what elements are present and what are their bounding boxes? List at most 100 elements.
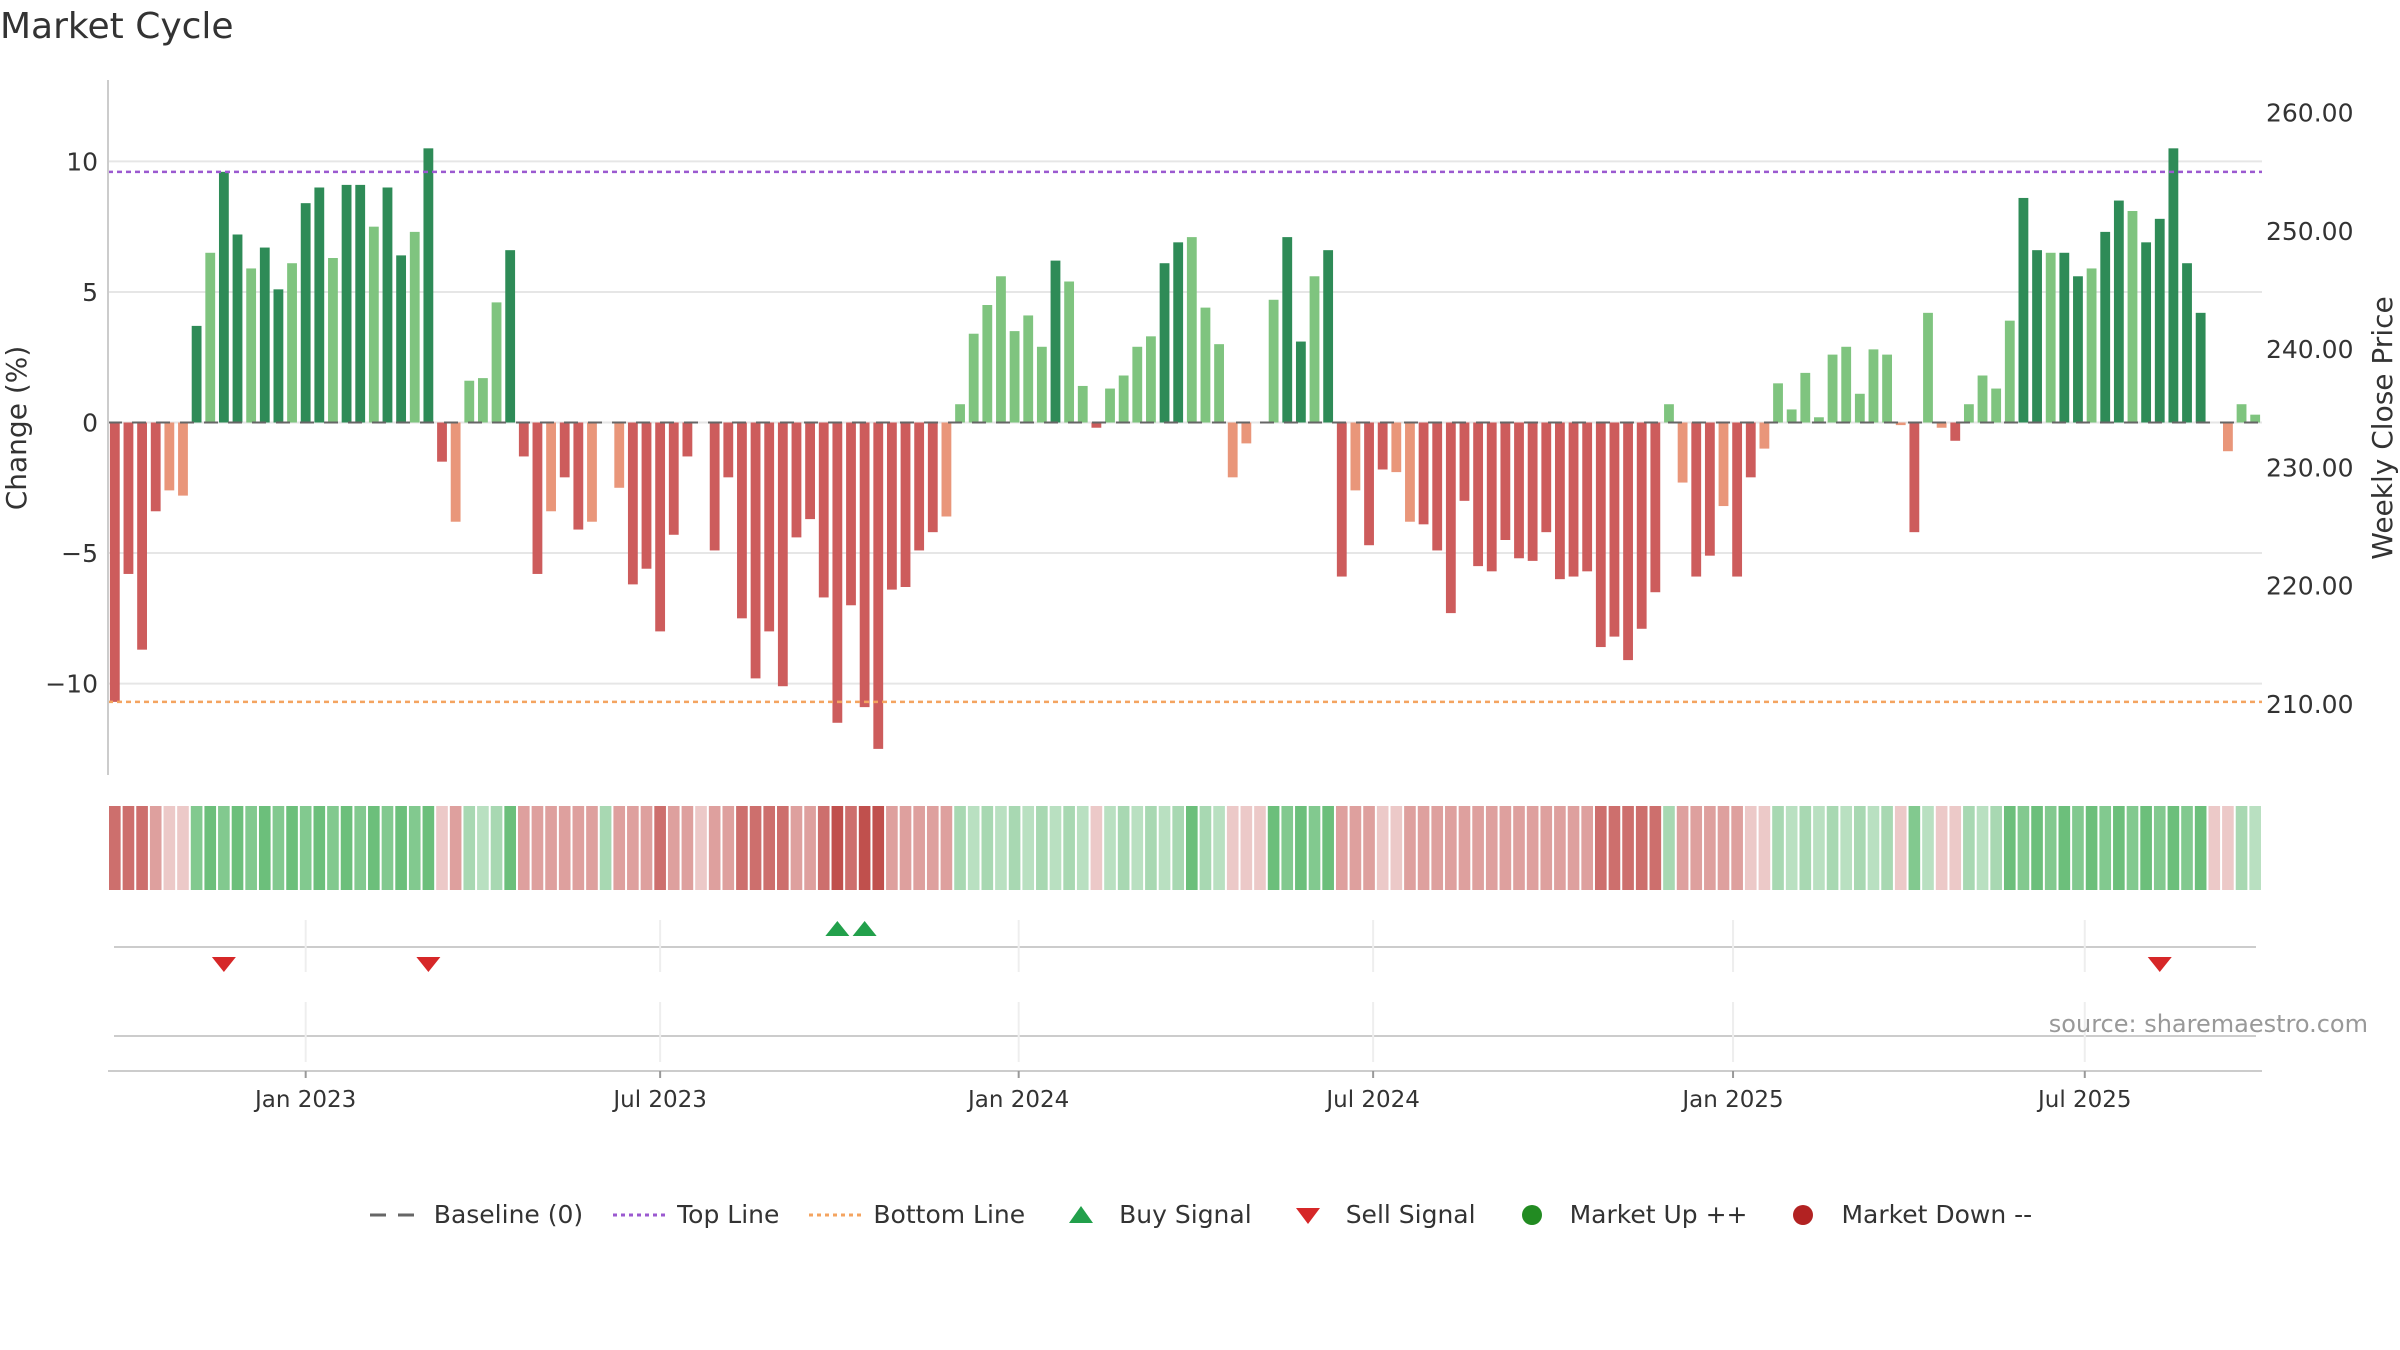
bar	[1405, 423, 1415, 522]
bar	[2196, 313, 2206, 423]
right-y-tick-label: 230.00	[2266, 453, 2353, 482]
bar	[1500, 423, 1510, 541]
heat-strip-cell	[1213, 806, 1225, 890]
heat-strip-cell	[1718, 806, 1730, 890]
green-circle-icon	[1504, 1203, 1560, 1227]
bar	[1514, 423, 1524, 559]
heat-strip-cell	[1799, 806, 1811, 890]
y-tick-label: −5	[61, 539, 98, 568]
bar	[901, 423, 911, 588]
chart-title: Market Cycle	[0, 6, 234, 47]
sell-signal-marker	[2148, 957, 2172, 972]
bar	[464, 381, 474, 423]
legend-label: Top Line	[677, 1200, 779, 1229]
heat-strip-cell	[1268, 806, 1280, 890]
heat-strip-cell	[1772, 806, 1784, 890]
x-tick-label: Jul 2024	[1324, 1087, 1420, 1113]
heat-strip-cell	[491, 806, 503, 890]
heat-strip-cell	[1050, 806, 1062, 890]
bar	[1882, 355, 1892, 423]
heat-strip-cell	[1977, 806, 1989, 890]
bar	[2128, 211, 2138, 423]
heat-strip-cell	[1759, 806, 1771, 890]
x-tick-label: Jan 2024	[966, 1087, 1069, 1113]
heat-strip-cell	[777, 806, 789, 890]
bar	[723, 423, 733, 478]
bar	[478, 378, 488, 422]
heat-strip-cell	[204, 806, 216, 890]
heat-strip-cell	[750, 806, 762, 890]
bar	[1173, 242, 1183, 422]
heat-strip-cell	[654, 806, 666, 890]
market-cycle-chart: −10−50510210.00220.00230.00240.00250.002…	[0, 0, 2400, 1350]
heat-strip-cell	[1622, 806, 1634, 890]
heat-strip-cell	[1241, 806, 1253, 890]
heat-strip-cell	[286, 806, 298, 890]
legend-label: Market Up ++	[1570, 1200, 1748, 1229]
legend-label: Baseline (0)	[434, 1200, 583, 1229]
bar	[437, 423, 447, 462]
bar	[805, 423, 815, 520]
heat-strip-cell	[177, 806, 189, 890]
heat-strip-cell	[1527, 806, 1539, 890]
heat-strip-cell	[327, 806, 339, 890]
bar	[1691, 423, 1701, 577]
bar	[792, 423, 802, 538]
heat-strip-cell	[2072, 806, 2084, 890]
heat-strip-cell	[1172, 806, 1184, 890]
heat-strip-cell	[1022, 806, 1034, 890]
y-axis-title: Change (%)	[0, 346, 33, 511]
bar	[1296, 342, 1306, 423]
bar	[1010, 331, 1020, 422]
heat-strip-cell	[259, 806, 271, 890]
bar	[1555, 423, 1565, 580]
bar	[423, 148, 433, 422]
heat-strip	[109, 806, 2261, 890]
bar	[219, 172, 229, 423]
heat-strip-cell	[354, 806, 366, 890]
bar	[1337, 423, 1347, 577]
heat-strip-cell	[2127, 806, 2139, 890]
legend-item-baseline: Baseline (0)	[368, 1200, 583, 1229]
bar	[1787, 409, 1797, 422]
heat-strip-cell	[600, 806, 612, 890]
heat-strip-cell	[1336, 806, 1348, 890]
heat-strip-cell	[382, 806, 394, 890]
bar	[969, 334, 979, 423]
bar	[2114, 201, 2124, 423]
bar	[2032, 250, 2042, 422]
heat-strip-cell	[1145, 806, 1157, 890]
bar	[369, 227, 379, 423]
bar	[2237, 404, 2247, 422]
x-tick-label: Jul 2023	[611, 1087, 707, 1113]
bar	[1228, 423, 1238, 478]
bar	[1909, 423, 1919, 533]
bar	[2250, 415, 2260, 423]
bar	[1132, 347, 1142, 423]
bar	[1664, 404, 1674, 422]
heat-strip-cell	[1663, 806, 1675, 890]
sell-signal-marker	[416, 957, 440, 972]
buy-signal-marker	[853, 921, 877, 936]
bar	[2168, 148, 2178, 422]
bar	[751, 423, 761, 679]
signal-panel: Jan 2023 Jul 2023 Jan 2024 Jul 2024 Jan 2025…	[108, 920, 2262, 1113]
baseline-dash-icon	[368, 1203, 424, 1227]
legend-item-bottom-line: Bottom Line	[807, 1200, 1025, 1229]
heat-strip-cell	[2018, 806, 2030, 890]
heat-strip-cell	[641, 806, 653, 890]
heat-strip-cell	[136, 806, 148, 890]
heat-strip-cell	[1104, 806, 1116, 890]
bar	[1923, 313, 1933, 423]
bar	[1432, 423, 1442, 551]
heat-strip-cell	[1990, 806, 2002, 890]
bar	[1269, 300, 1279, 423]
bar	[260, 248, 270, 423]
heat-strip-cell	[1390, 806, 1402, 890]
y-tick-label: −10	[45, 670, 98, 699]
heat-strip-cell	[436, 806, 448, 890]
y-tick-label: 0	[82, 409, 98, 438]
heat-strip-cell	[545, 806, 557, 890]
bar	[873, 423, 883, 749]
bar	[1964, 404, 1974, 422]
